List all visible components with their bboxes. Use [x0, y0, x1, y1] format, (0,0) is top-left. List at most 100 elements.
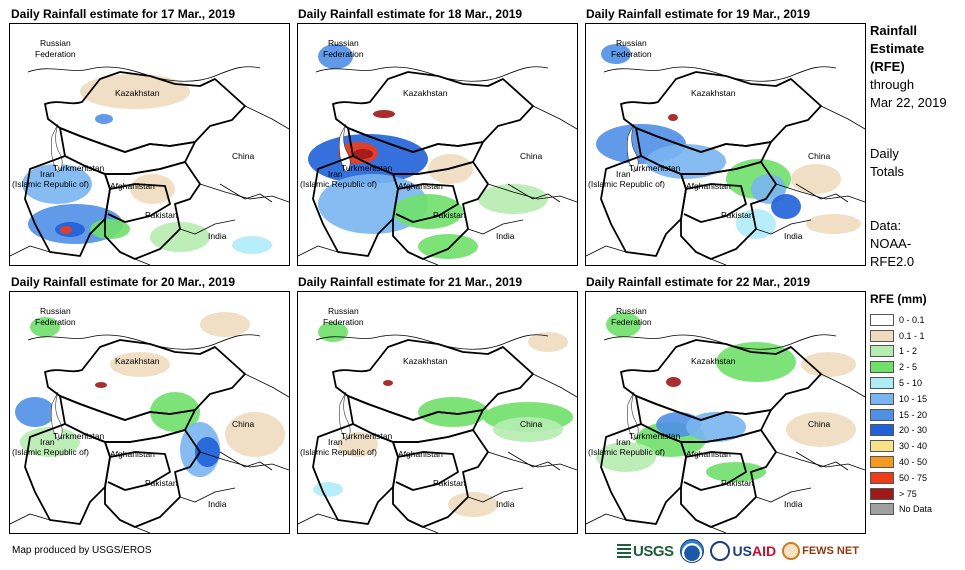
legend-swatch — [870, 392, 894, 405]
border-line — [312, 423, 399, 525]
border-line — [184, 141, 289, 203]
border-line — [10, 513, 151, 533]
country-label: Turkmenistan — [341, 163, 392, 173]
usaid-logo-aid: AID — [751, 543, 777, 559]
rainfall-patch — [706, 462, 766, 482]
legend-item: 10 - 15 — [870, 391, 932, 407]
border-line — [298, 245, 439, 265]
rainfall-patch — [80, 74, 190, 109]
country-label: Russian — [616, 306, 647, 316]
country-label: China — [520, 419, 542, 429]
country-label: Afghanistan — [110, 449, 155, 459]
country-label: Kazakhstan — [691, 88, 736, 98]
legend-item: 15 - 20 — [870, 407, 932, 423]
usaid-logo-us: US — [732, 543, 752, 559]
side-through: through — [870, 77, 915, 92]
border-line — [795, 183, 849, 203]
border-line — [174, 183, 236, 235]
side-data-source: Data: NOAA- RFE2.0 — [870, 217, 914, 271]
rainfall-patch — [383, 380, 393, 386]
legend-swatch — [870, 487, 894, 500]
legend-label: > 75 — [899, 488, 917, 499]
legend-label: 30 - 40 — [899, 441, 928, 452]
country-label: (Islamic Republic of) — [12, 447, 89, 457]
legend-label: 40 - 50 — [899, 457, 928, 468]
border-line — [315, 334, 549, 350]
border-line — [312, 155, 399, 257]
legend-label: 5 - 10 — [899, 378, 923, 389]
panel-title-6: Daily Rainfall estimate for 22 Mar., 201… — [586, 275, 811, 289]
country-label: Federation — [611, 49, 652, 59]
legend-swatch — [870, 361, 894, 374]
rainfall-patch — [318, 44, 353, 69]
legend-label: 1 - 2 — [899, 346, 918, 357]
panel-title-3: Daily Rainfall estimate for 19 Mar., 201… — [586, 7, 811, 21]
side-daily: Daily — [870, 146, 899, 161]
country-label: Pakistan — [145, 478, 178, 488]
legend-item: No Data — [870, 502, 932, 518]
border-line — [603, 66, 837, 82]
rainfall-patch — [225, 412, 285, 457]
fews-net-logo: FEWS NET — [782, 542, 859, 560]
country-label: India — [208, 231, 227, 241]
country-label: Pakistan — [721, 478, 754, 488]
country-label: China — [520, 151, 542, 161]
border-line — [24, 423, 111, 525]
usgs-mark-icon — [617, 544, 631, 558]
rainfall-patch — [668, 114, 678, 121]
border-line — [620, 339, 822, 421]
country-label: Afghanistan — [686, 449, 731, 459]
rainfall-patch — [15, 397, 55, 427]
country-label: Iran — [328, 169, 343, 179]
border-line — [683, 183, 747, 223]
country-label: Russian — [40, 38, 71, 48]
rainfall-map-19-mar: Russian Federation Kazakhstan Turkmenistan C… — [585, 23, 866, 266]
legend-item: 0.1 - 1 — [870, 328, 932, 344]
rainfall-patch — [646, 144, 726, 179]
rainfall-patch — [771, 194, 801, 219]
legend-swatch — [870, 424, 894, 437]
border-line — [770, 373, 865, 411]
rainfall-patch — [313, 482, 343, 497]
legend-label: 2 - 5 — [899, 362, 918, 373]
rainfall-patch — [418, 397, 488, 427]
panel-title-1: Daily Rainfall estimate for 17 Mar., 201… — [11, 7, 236, 21]
country-label: India — [208, 499, 227, 509]
legend-item: 50 - 75 — [870, 470, 932, 486]
country-label: Pakistan — [145, 210, 178, 220]
legend-swatch — [870, 503, 894, 516]
country-label: Iran — [40, 437, 55, 447]
border-line — [472, 409, 577, 471]
border-line — [462, 183, 524, 235]
rainfall-patch — [150, 392, 200, 432]
country-label: India — [496, 499, 515, 509]
rainfall-patch — [418, 234, 478, 259]
legend-item: 0 - 0.1 — [870, 312, 932, 328]
country-label: (Islamic Republic of) — [12, 179, 89, 189]
country-label: Kazakhstan — [403, 356, 448, 366]
legend-item: 40 - 50 — [870, 454, 932, 470]
panel-title-5: Daily Rainfall estimate for 21 Mar., 201… — [298, 275, 523, 289]
border-line — [586, 513, 727, 533]
border-line — [395, 451, 459, 491]
legend-label: 20 - 30 — [899, 425, 928, 436]
country-label: (Islamic Republic of) — [588, 179, 665, 189]
legend-item: 30 - 40 — [870, 438, 932, 454]
country-label: Afghanistan — [110, 181, 155, 191]
rainfall-patch — [493, 417, 563, 442]
country-label: Kazakhstan — [691, 356, 736, 366]
rainfall-map-18-mar: Russian Federation Kazakhstan Turkmenistan C… — [297, 23, 578, 266]
border-line — [482, 105, 577, 143]
country-label: Turkmenistan — [341, 431, 392, 441]
rainfall-patch — [596, 442, 656, 472]
country-label: Pakistan — [721, 210, 754, 220]
border-line — [600, 155, 687, 257]
rainfall-patch — [601, 44, 631, 64]
border-line — [482, 373, 577, 411]
legend-swatch — [870, 408, 894, 421]
legend-label: 15 - 20 — [899, 409, 928, 420]
border-line — [174, 451, 236, 503]
border-line — [750, 183, 812, 235]
rainfall-patch — [716, 342, 796, 382]
